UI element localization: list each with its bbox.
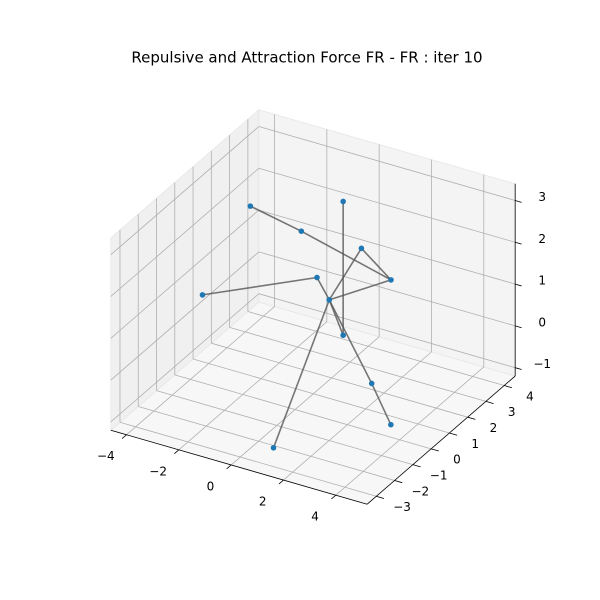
grid-line — [258, 251, 516, 327]
tick-mark — [431, 448, 439, 452]
x-tick-label: −4 — [97, 449, 115, 463]
z-tick-label: 0 — [538, 315, 546, 329]
grid-line — [229, 326, 487, 402]
node — [358, 245, 365, 252]
node — [388, 421, 394, 428]
grid-line — [110, 167, 260, 297]
y-tick-label: −1 — [430, 468, 448, 482]
node — [199, 292, 206, 298]
tick-mark — [331, 494, 337, 500]
y-tick-label: 3 — [508, 405, 516, 419]
x-tick-label: 0 — [207, 479, 215, 493]
grid-line — [258, 209, 516, 285]
tick-mark — [504, 385, 513, 389]
node — [326, 297, 333, 303]
grid-line — [258, 126, 516, 201]
grid-line — [192, 358, 450, 434]
grid-line — [156, 390, 413, 466]
grid-line — [174, 374, 432, 450]
node — [340, 332, 346, 339]
node — [388, 277, 394, 283]
edge — [328, 299, 373, 384]
grid-line — [335, 366, 485, 496]
node — [368, 380, 375, 387]
tick-mark — [174, 449, 180, 454]
y-tick-label: 0 — [453, 453, 461, 467]
grid-line — [126, 306, 275, 436]
edge — [249, 205, 302, 232]
grid-line — [283, 351, 432, 481]
y-tick-label: −2 — [412, 484, 430, 498]
edge — [370, 383, 392, 426]
grid-line — [110, 209, 260, 339]
grid-line — [258, 293, 516, 369]
node — [298, 228, 305, 234]
grid-line — [110, 251, 260, 381]
tick-mark — [515, 367, 522, 370]
grid-line — [211, 342, 468, 418]
tick-mark — [226, 464, 232, 470]
chart-title: Repulsive and Attraction Force FR - FR :… — [131, 49, 482, 67]
tick-mark — [121, 434, 127, 439]
node — [270, 444, 277, 451]
tick-mark — [278, 479, 284, 485]
z-tick-label: −1 — [533, 357, 551, 371]
node — [247, 203, 254, 209]
edge — [328, 299, 344, 336]
edge — [316, 277, 330, 301]
z-tick-label: 2 — [538, 232, 546, 246]
z-tick-label: 3 — [538, 190, 546, 204]
edge — [202, 276, 318, 296]
tick-mark — [515, 200, 522, 203]
tick-mark — [515, 325, 522, 329]
grid-line — [247, 311, 505, 386]
edge — [272, 299, 331, 449]
edge — [300, 230, 392, 281]
z-tick-label: 1 — [538, 274, 546, 288]
x-tick-label: −2 — [149, 464, 167, 478]
edge — [360, 247, 392, 281]
node — [340, 198, 346, 205]
edge — [329, 279, 392, 301]
grid-line — [230, 336, 380, 466]
grid-line — [119, 421, 377, 497]
tick-mark — [467, 416, 476, 420]
tick-mark — [376, 495, 385, 499]
tick-mark — [412, 464, 421, 468]
grid-line — [110, 126, 260, 255]
tick-mark — [449, 432, 458, 436]
tick-mark — [394, 480, 403, 484]
x-tick-label: 2 — [259, 494, 267, 508]
grid-line — [110, 293, 260, 423]
x-axis-line — [110, 429, 368, 505]
y-axis-line — [366, 375, 516, 505]
grid-line — [138, 406, 395, 481]
grid-line — [258, 167, 516, 243]
tick-mark — [485, 400, 494, 404]
y-tick-label: 1 — [471, 437, 479, 451]
y-tick-label: 4 — [526, 389, 534, 403]
grid-line — [178, 321, 328, 451]
tick-mark — [515, 283, 522, 287]
edge — [328, 247, 363, 301]
tick-mark — [515, 241, 522, 245]
y-tick-label: −3 — [393, 500, 411, 514]
y-tick-label: 2 — [490, 421, 498, 435]
x-tick-label: 4 — [311, 510, 319, 524]
node — [314, 274, 320, 281]
